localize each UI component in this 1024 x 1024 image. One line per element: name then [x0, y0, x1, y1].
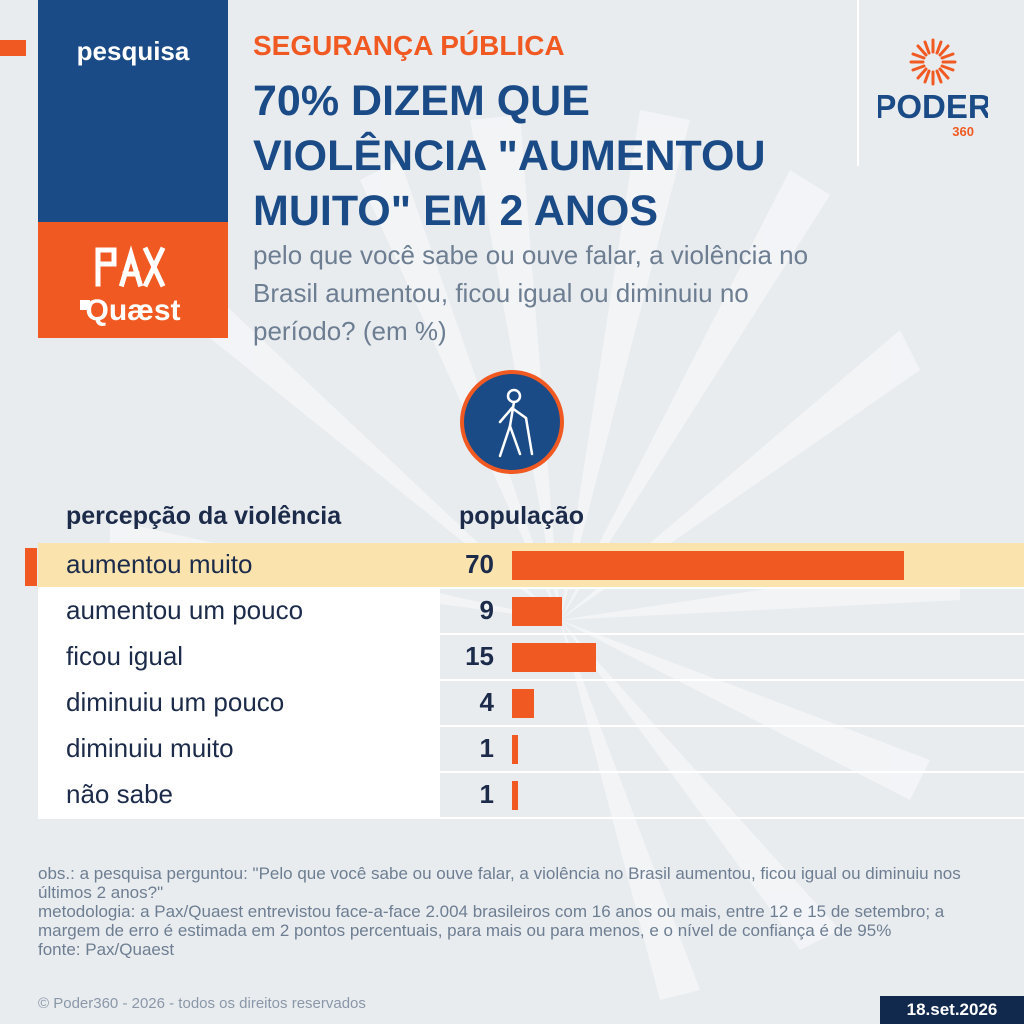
- value-label: 4: [479, 687, 494, 717]
- highlight-marker: [25, 548, 37, 586]
- person-with-cane-emblem: [460, 370, 564, 474]
- poder360-logo: PODER 360: [878, 38, 988, 139]
- left-accent-tick: [0, 40, 26, 56]
- table-row: diminuiu muito 1: [38, 727, 1024, 773]
- row-label-cell: diminuiu muito: [38, 727, 440, 771]
- svg-text:Quæst: Quæst: [85, 294, 180, 327]
- bar: [512, 643, 596, 672]
- category-column-header: percepção da violência: [66, 502, 342, 530]
- note-methodology: metodologia: a Pax/Quaest entrevistou fa…: [38, 902, 945, 940]
- person-with-cane-icon: [498, 388, 534, 458]
- value-label: 70: [465, 549, 494, 579]
- table-row: não sabe 1: [38, 773, 1024, 819]
- brand-tag: pesquisa: [76, 36, 190, 66]
- category-label: aumentou muito: [66, 549, 253, 579]
- value-label: 1: [479, 733, 494, 763]
- value-label: 15: [465, 641, 494, 671]
- category-label: diminuiu muito: [66, 733, 234, 763]
- note-obs: obs.: a pesquisa perguntou: "Pelo que vo…: [38, 864, 961, 902]
- copyright: © Poder360 - 2026 - todos os direitos re…: [38, 995, 366, 1012]
- table-row: aumentou um pouco 9: [38, 589, 1024, 635]
- category-label: aumentou um pouco: [66, 595, 304, 625]
- bar-chart-rows: aumentou muito 70 aumentou um pouco 9 ficou …: [38, 543, 1024, 819]
- partner-logo-panel: Quæst: [38, 222, 228, 338]
- table-row: ficou igual 15: [38, 635, 1024, 681]
- pax-quaest-logo: Quæst: [80, 245, 181, 327]
- row-label-cell: não sabe: [38, 773, 440, 817]
- category-label: ficou igual: [66, 641, 184, 671]
- bar: [512, 597, 563, 626]
- subtitle: pelo que você sabe ou ouve falar, a viol…: [253, 240, 809, 346]
- note-source: fonte: Pax/Quaest: [38, 940, 175, 959]
- table-row: diminuiu um pouco 4: [38, 681, 1024, 727]
- bar: [512, 735, 518, 764]
- footnotes: obs.: a pesquisa perguntou: "Pelo que vo…: [38, 864, 998, 959]
- value-label: 9: [479, 595, 494, 625]
- brand-panel: pesquisa: [38, 0, 228, 222]
- bar: [512, 689, 535, 718]
- row-label-cell: diminuiu um pouco: [38, 681, 440, 725]
- bar: [512, 781, 518, 810]
- value-label: 1: [479, 779, 494, 809]
- headline: 70% DIZEM QUE VIOLÊNCIA "AUMENTOU MUITO"…: [253, 77, 766, 235]
- row-label-cell: ficou igual: [38, 635, 440, 679]
- category-label: não sabe: [66, 779, 173, 809]
- row-label-cell: aumentou um pouco: [38, 589, 440, 633]
- date-badge: 18.set.2026: [880, 996, 1024, 1024]
- row-label-cell: aumentou muito: [38, 543, 440, 587]
- header-divider: [857, 0, 859, 166]
- category-label: diminuiu um pouco: [66, 687, 285, 717]
- value-column-header: população: [459, 502, 585, 530]
- kicker: SEGURANÇA PÚBLICA: [253, 30, 565, 61]
- svg-text:360: 360: [952, 124, 974, 139]
- bar: [512, 551, 904, 580]
- table-row: aumentou muito 70: [38, 543, 1024, 589]
- svg-text:PODER: PODER: [878, 88, 988, 125]
